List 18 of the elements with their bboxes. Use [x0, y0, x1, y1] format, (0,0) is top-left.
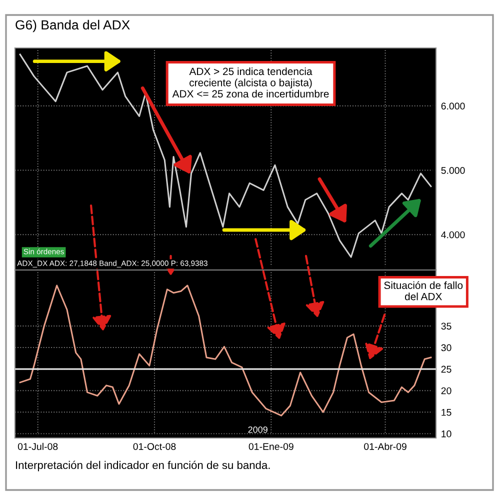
annotation: ADX > 25 indica tendencia creciente (alcista o bajista) ADX <= 25 zona de incertidumbre	[172, 67, 329, 98]
y-tick-label: 15	[442, 408, 452, 416]
y-tick-label: 4.000	[441, 231, 465, 238]
annotation: 2009	[248, 426, 268, 433]
annotation: Situación de fallo del ADX	[384, 281, 463, 300]
y-tick-label: 10	[442, 430, 452, 438]
y-tick-label: 25	[441, 366, 452, 373]
text: Interpretación del indicador en función de su banda.	[16, 460, 270, 472]
chart-title: G6) Banda del ADX	[16, 20, 130, 32]
x-tick-label: 01-Oct-08	[133, 443, 176, 450]
y-tick-label: 5.000	[441, 166, 465, 174]
y-tick-label: 6.000	[441, 102, 465, 110]
x-tick-label: 01-Ene-09	[248, 443, 294, 450]
x-tick-label: 01-Abr-09	[364, 442, 406, 450]
x-tick-label: 01-Jul-08	[18, 442, 58, 450]
y-tick-label: 30	[441, 344, 452, 352]
y-tick-label: 20	[441, 387, 452, 394]
y-tick-label: 35	[441, 322, 452, 330]
